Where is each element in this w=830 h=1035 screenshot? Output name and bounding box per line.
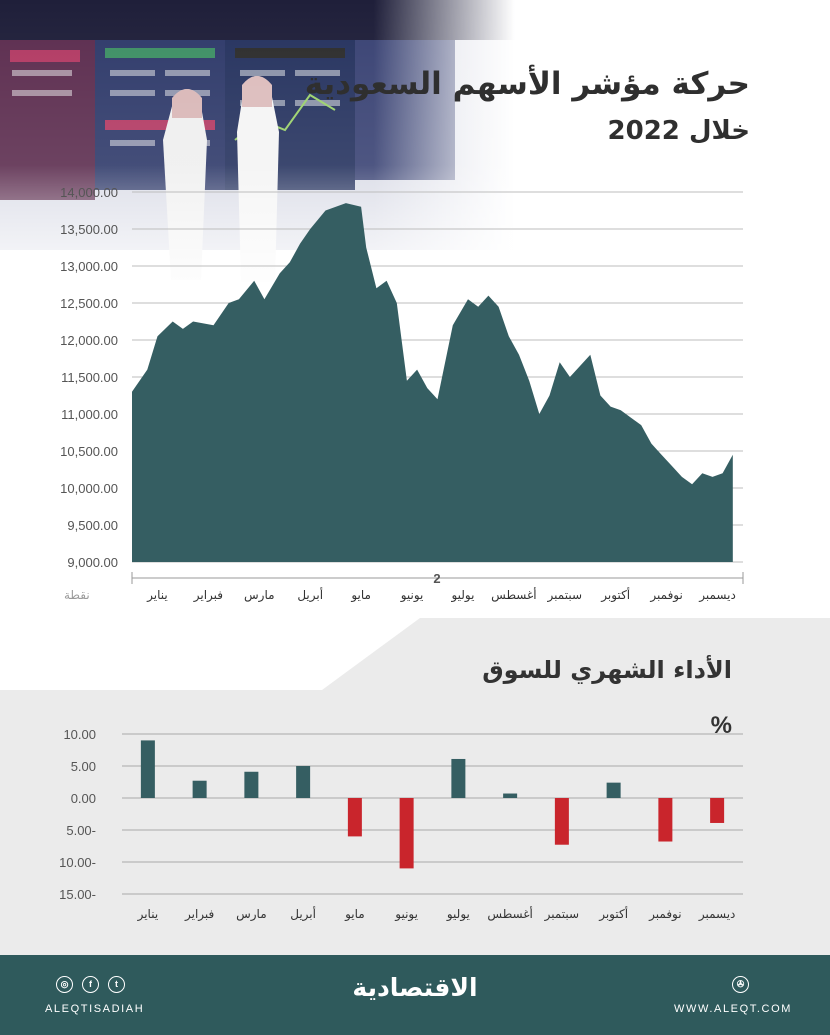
perf-unit-label: % bbox=[710, 712, 732, 739]
bar-7 bbox=[451, 758, 466, 798]
month-label: فبراير bbox=[193, 588, 223, 603]
y-tick-label: 5.00 bbox=[71, 759, 96, 774]
bar-4 bbox=[296, 766, 311, 798]
perf-y-axis: 10.00 5.00 0.00 5.00- 10.00- 15.00- bbox=[59, 727, 96, 902]
bar-6 bbox=[399, 798, 414, 869]
trading-floor-photo bbox=[0, 0, 830, 300]
bar-9 bbox=[554, 798, 569, 845]
bar-10 bbox=[606, 782, 621, 798]
globe-icon: ✇ bbox=[732, 976, 749, 993]
month-label: أبريل bbox=[297, 587, 323, 603]
perf-gridlines bbox=[122, 733, 743, 895]
month-label: مايو bbox=[350, 588, 371, 603]
x-axis-note: 2 bbox=[433, 571, 440, 586]
month-label: مارس bbox=[244, 588, 275, 603]
month-label: يوليو bbox=[446, 907, 470, 922]
brand-logo: الاقتصادية bbox=[352, 973, 478, 1002]
month-label: يوليو bbox=[450, 588, 474, 603]
perf-bars bbox=[140, 740, 725, 869]
y-tick-label: 15.00- bbox=[59, 887, 96, 902]
month-label: يونيو bbox=[394, 907, 418, 922]
perf-x-axis: يناير فبراير مارس أبريل مايو يونيو يوليو أغسطس س… bbox=[137, 906, 736, 922]
footer: ◎ f t ALEQTISADIAH الاقتصادية ✇ WWW.ALEQ… bbox=[0, 955, 830, 1035]
panel-background bbox=[0, 618, 830, 955]
month-label: سبتمبر bbox=[547, 588, 582, 603]
y-tick-label: 9,000.00 bbox=[67, 555, 118, 570]
bar-8 bbox=[503, 793, 518, 798]
instagram-icon[interactable]: ◎ bbox=[56, 976, 73, 993]
chart-subtitle: خلال 2022 bbox=[607, 116, 750, 146]
index-area bbox=[132, 203, 733, 562]
y-tick-label: 0.00 bbox=[71, 791, 96, 806]
month-label: أكتوبر bbox=[598, 906, 628, 922]
y-tick-label: 10.00- bbox=[59, 855, 96, 870]
y-tick-label: 12,000.00 bbox=[60, 333, 118, 348]
bar-12 bbox=[710, 798, 725, 823]
y-tick-label: 11,500.00 bbox=[61, 370, 118, 385]
bar-3 bbox=[244, 771, 259, 798]
month-label: أكتوبر bbox=[600, 587, 630, 603]
index-area-layer bbox=[132, 203, 733, 562]
month-label: يناير bbox=[146, 588, 168, 603]
y-tick-label: 13,000.00 bbox=[60, 259, 118, 274]
month-label: مايو bbox=[344, 907, 365, 922]
month-label: يونيو bbox=[400, 588, 424, 603]
month-label: أبريل bbox=[290, 906, 316, 922]
month-label: أغسطس bbox=[487, 906, 532, 922]
y-tick-label: 5.00- bbox=[66, 823, 96, 838]
month-label: نوفمبر bbox=[649, 588, 682, 603]
index-y-axis: 14,000.00 13,500.00 13,000.00 12,500.00 12,0… bbox=[60, 185, 118, 570]
facebook-icon[interactable]: f bbox=[82, 976, 99, 993]
index-x-axis: يناير فبراير مارس أبريل مايو يونيو يوليو أغسطس س… bbox=[131, 572, 744, 603]
y-tick-label: 10.00 bbox=[63, 727, 96, 742]
footer-handle[interactable]: ALEQTISADIAH bbox=[45, 1003, 145, 1015]
bar-2 bbox=[192, 780, 207, 798]
bar-1 bbox=[140, 740, 155, 798]
footer-url[interactable]: WWW.ALEQT.COM bbox=[674, 1003, 792, 1015]
y-tick-label: 14,000.00 bbox=[60, 185, 118, 200]
month-label: أغسطس bbox=[491, 587, 536, 603]
index-area-chart: 14,000.00 13,500.00 13,000.00 12,500.00 12,0… bbox=[60, 185, 744, 603]
month-label: مارس bbox=[236, 907, 267, 922]
month-label: يناير bbox=[137, 907, 159, 922]
y-unit-label: نقطة bbox=[64, 588, 90, 602]
perf-chart-title: الأداء الشهري للسوق bbox=[482, 656, 732, 684]
y-tick-label: 12,500.00 bbox=[60, 296, 118, 311]
y-tick-label: 13,500.00 bbox=[60, 222, 118, 237]
y-tick-label: 10,500.00 bbox=[60, 444, 118, 459]
twitter-icon[interactable]: t bbox=[108, 976, 125, 993]
y-tick-label: 9,500.00 bbox=[67, 518, 118, 533]
month-label: ديسمبر bbox=[698, 907, 736, 922]
y-tick-label: 10,000.00 bbox=[60, 481, 118, 496]
bar-11 bbox=[658, 798, 673, 842]
month-label: ديسمبر bbox=[698, 588, 736, 603]
y-tick-label: 11,000.00 bbox=[61, 407, 118, 422]
month-label: نوفمبر bbox=[648, 907, 681, 922]
chart-title: حركة مؤشر الأسهم السعودية bbox=[304, 66, 750, 102]
month-label: سبتمبر bbox=[544, 907, 579, 922]
monthly-bar-chart: 10.00 5.00 0.00 5.00- 10.00- 15.00- يناير فبرا… bbox=[59, 727, 743, 922]
bar-5 bbox=[347, 798, 362, 837]
month-label: فبراير bbox=[184, 907, 214, 922]
